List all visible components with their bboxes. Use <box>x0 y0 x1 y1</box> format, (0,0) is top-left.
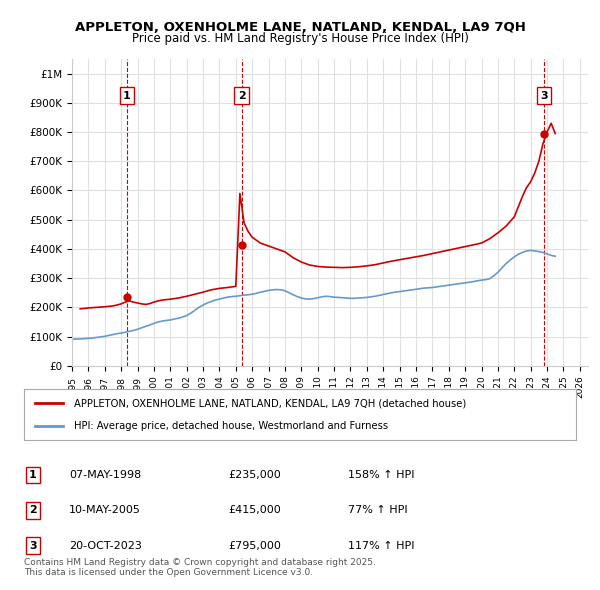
Text: 1: 1 <box>29 470 37 480</box>
Text: APPLETON, OXENHOLME LANE, NATLAND, KENDAL, LA9 7QH: APPLETON, OXENHOLME LANE, NATLAND, KENDA… <box>74 21 526 34</box>
Text: 117% ↑ HPI: 117% ↑ HPI <box>348 541 415 550</box>
Text: 2: 2 <box>238 91 245 101</box>
Text: Contains HM Land Registry data © Crown copyright and database right 2025.
This d: Contains HM Land Registry data © Crown c… <box>24 558 376 577</box>
Text: Price paid vs. HM Land Registry's House Price Index (HPI): Price paid vs. HM Land Registry's House … <box>131 32 469 45</box>
Text: 3: 3 <box>29 541 37 550</box>
Text: 158% ↑ HPI: 158% ↑ HPI <box>348 470 415 480</box>
Text: 3: 3 <box>540 91 548 101</box>
Text: £795,000: £795,000 <box>228 541 281 550</box>
Text: £235,000: £235,000 <box>228 470 281 480</box>
Text: 20-OCT-2023: 20-OCT-2023 <box>69 541 142 550</box>
Text: 2: 2 <box>29 506 37 515</box>
Text: 10-MAY-2005: 10-MAY-2005 <box>69 506 141 515</box>
Text: £415,000: £415,000 <box>228 506 281 515</box>
Text: 1: 1 <box>123 91 131 101</box>
Text: APPLETON, OXENHOLME LANE, NATLAND, KENDAL, LA9 7QH (detached house): APPLETON, OXENHOLME LANE, NATLAND, KENDA… <box>74 398 466 408</box>
Text: 77% ↑ HPI: 77% ↑ HPI <box>348 506 407 515</box>
Text: HPI: Average price, detached house, Westmorland and Furness: HPI: Average price, detached house, West… <box>74 421 388 431</box>
Text: 07-MAY-1998: 07-MAY-1998 <box>69 470 141 480</box>
